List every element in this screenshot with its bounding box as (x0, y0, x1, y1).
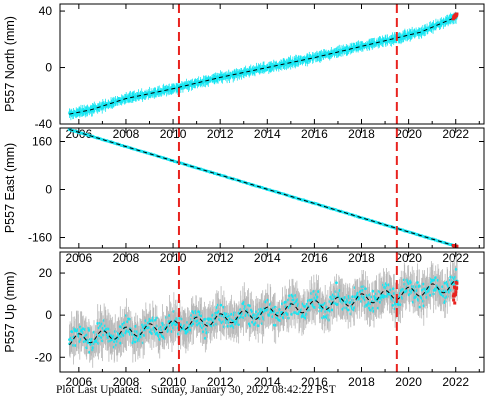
x-tick-label: 2018 (348, 251, 375, 265)
observations-north (68, 11, 459, 121)
observation-point (205, 330, 209, 334)
model-line-up (69, 280, 457, 346)
y-tick-label: -20 (35, 350, 53, 364)
observations-up (68, 252, 459, 368)
x-tick-label: 2010 (160, 127, 187, 141)
latest-points-east (451, 243, 459, 248)
y-tick-label: -40 (35, 117, 53, 131)
y-tick-label: 20 (39, 266, 53, 280)
x-tick-label: 2012 (207, 375, 234, 389)
x-tick-label: 2016 (301, 375, 328, 389)
plot-area-east (67, 128, 459, 248)
last-updated-label: Plot Last Updated: (56, 384, 143, 396)
observation-point (237, 323, 241, 326)
y-axis-label-north: P557 North (mm) (3, 16, 17, 112)
observation-point (303, 305, 307, 309)
latest-point (455, 12, 459, 16)
axes-frame-up (59, 251, 485, 373)
x-tick-label: 2008 (113, 375, 140, 389)
observation-point (364, 287, 367, 291)
observation-point (391, 304, 395, 307)
panel-north: 200620082010201220142016201820202022-400… (3, 3, 485, 141)
observation-point (371, 289, 375, 293)
x-tick-label: 2016 (301, 127, 328, 141)
y-tick-label: 40 (39, 4, 53, 18)
observation-point (346, 308, 350, 312)
x-tick-label: 2008 (113, 251, 140, 265)
latest-point (455, 286, 459, 290)
observation-point (305, 312, 309, 316)
x-tick-label: 2022 (442, 127, 469, 141)
observation-point (335, 281, 338, 285)
model-line-east (69, 129, 458, 247)
axes-frame-east (59, 127, 485, 249)
observation-point (286, 313, 289, 316)
observation-point (154, 318, 157, 322)
plot-area-up (68, 252, 459, 368)
observation-point (363, 298, 367, 302)
x-tick-label: 2020 (395, 375, 422, 389)
y-tick-label: 160 (32, 135, 52, 149)
observation-point (87, 329, 91, 332)
x-tick-label: 2016 (301, 251, 328, 265)
latest-point (454, 14, 458, 18)
y-tick-label: 0 (45, 183, 52, 197)
axes-frame-north (59, 3, 485, 125)
model-line-north (69, 16, 458, 115)
x-tick-label: 2008 (113, 127, 140, 141)
x-tick-label: 2010 (160, 251, 187, 265)
y-tick-label: 0 (45, 61, 52, 75)
x-tick-label: 2014 (254, 251, 281, 265)
y-axis-label-up: P557 Up (mm) (3, 271, 17, 352)
x-tick-label: 2010 (160, 375, 187, 389)
observation-point (449, 288, 453, 292)
x-tick-label: 2014 (254, 127, 281, 141)
x-tick-label: 2006 (65, 251, 92, 265)
panel-up: 2006 2008 2010 2012 2014 2016 2018 2020 2022 -20 0… (3, 251, 485, 389)
latest-point (453, 301, 457, 305)
observation-point (417, 284, 421, 288)
latest-point (455, 281, 459, 285)
y-axis-label-east: P557 East (mm) (3, 143, 17, 233)
y-tick-label: -160 (28, 231, 52, 245)
observation-point (407, 282, 411, 285)
x-tick-label: 2022 (442, 375, 469, 389)
observation-point (133, 340, 137, 344)
observation-point (219, 303, 223, 307)
observation-point (330, 308, 334, 312)
x-tick-label: 2012 (207, 251, 234, 265)
x-tick-label: 2020 (395, 127, 422, 141)
x-tick-label: 2020 (395, 251, 422, 265)
plot-last-updated: Plot Last Updated: Sunday, January 30, 2… (56, 384, 336, 396)
plot-area-north (68, 11, 459, 121)
observation-point (386, 294, 389, 298)
x-tick-label: 2014 (254, 375, 281, 389)
last-updated-timestamp: Sunday, January 30, 2022 08:42:22 PST (150, 384, 336, 396)
latest-point (452, 298, 456, 302)
latest-point (454, 290, 458, 294)
latest-points-north (451, 12, 459, 21)
observation-point (86, 338, 90, 342)
latest-point (454, 292, 458, 296)
x-tick-label: 2018 (348, 375, 375, 389)
latest-points-up (451, 280, 459, 305)
panel-east: 2006 2008 2010 2012 2014 2016 2018 2020 2022 -160… (3, 127, 485, 265)
x-tick-label: 2012 (207, 127, 234, 141)
x-tick-label: 2006 (65, 375, 92, 389)
latest-point (455, 244, 459, 248)
x-tick-label: 2018 (348, 127, 375, 141)
observation-point (161, 323, 165, 327)
observation-point (416, 281, 419, 284)
y-tick-label: 0 (45, 308, 52, 322)
